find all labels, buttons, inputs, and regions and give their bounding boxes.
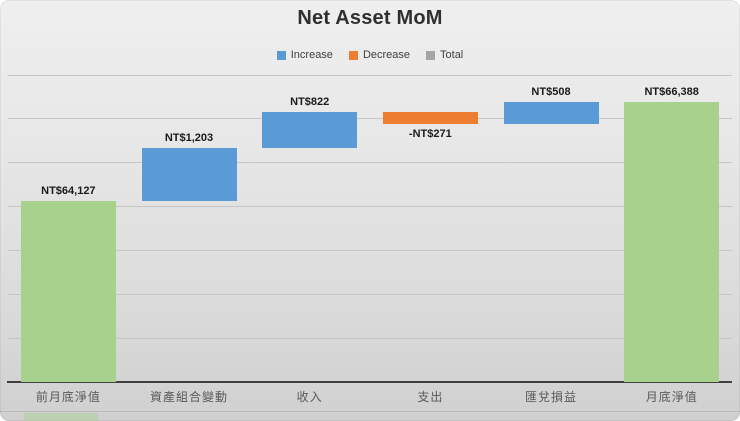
- legend-item-decrease: Decrease: [348, 49, 411, 61]
- plot-area: NT$64,127 NT$1,203 NT$822 -NT$271 NT$508 NT$6…: [7, 74, 732, 383]
- gridline: [8, 118, 732, 120]
- gridline: [8, 74, 732, 76]
- chart-title: Net Asset MoM: [297, 7, 443, 29]
- chart-legend: Increase Decrease Total: [0, 49, 740, 61]
- waterfall-bar-increase-1: [141, 148, 237, 201]
- legend-item-increase: Increase: [276, 49, 333, 61]
- gridline: [8, 293, 732, 295]
- legend-item-total: Total: [426, 49, 463, 61]
- legend-increase-label: Increase: [290, 49, 333, 61]
- waterfall-bar-total-5: [624, 101, 720, 382]
- bar-value-label: NT$822: [290, 96, 330, 109]
- gridline: [8, 337, 732, 339]
- category-label: 月底淨值: [645, 390, 698, 404]
- category-label: 收入: [296, 390, 323, 404]
- x-axis-line: [7, 381, 732, 383]
- legend-increase-swatch-icon: [276, 50, 286, 60]
- partial-bar-sliver: [24, 413, 98, 421]
- bar-value-label: NT$64,127: [41, 185, 96, 197]
- legend-total-swatch-icon: [426, 50, 436, 60]
- legend-decrease-swatch-icon: [348, 50, 358, 60]
- category-label: 資產組合變動: [150, 390, 229, 404]
- bar-value-label: NT$66,388: [644, 85, 699, 98]
- bar-value-label: NT$1,203: [164, 132, 214, 145]
- waterfall-bar-decrease-3: [382, 112, 478, 125]
- waterfall-bar-total-0: [20, 201, 116, 382]
- bar-value-label: -NT$271: [408, 128, 452, 141]
- chart-bottom-edge: [0, 411, 740, 412]
- category-axis: 前月底淨值 資產組合變動 收入 支出 匯兌損益 月底淨值: [8, 388, 732, 405]
- bar-value-label: NT$508: [531, 85, 571, 98]
- waterfall-bar-increase-4: [503, 101, 599, 125]
- gridline: [8, 162, 732, 164]
- category-label: 支出: [417, 390, 444, 404]
- legend-total-label: Total: [440, 49, 464, 61]
- category-label: 匯兌損益: [525, 390, 578, 404]
- waterfall-bar-increase-2: [262, 112, 358, 149]
- category-label: 前月底淨值: [35, 390, 101, 404]
- gridline: [8, 206, 732, 208]
- gridline: [8, 249, 732, 251]
- legend-decrease-label: Decrease: [362, 49, 411, 61]
